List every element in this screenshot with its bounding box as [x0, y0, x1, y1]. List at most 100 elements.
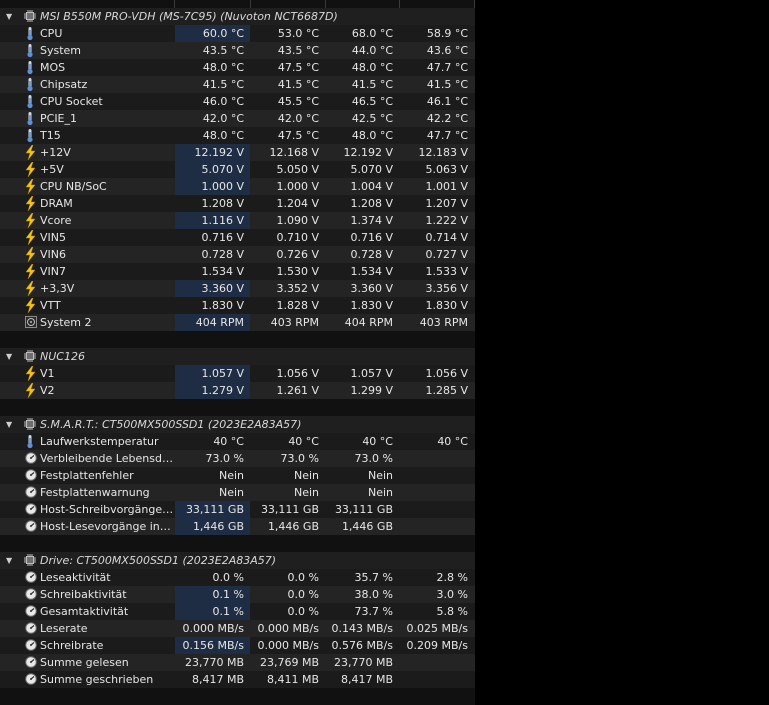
- maximum-value: 1.004 V: [350, 180, 393, 193]
- current-value: 48.0 °C: [202, 129, 244, 142]
- sensor-row[interactable]: +5V 5.070 V 5.050 V 5.070 V 5.063 V: [0, 161, 475, 178]
- gauge-icon: [25, 620, 39, 639]
- sensor-group-header[interactable]: ▼ S.M.A.R.T.: CT500MX500SSD1 (2023E2A83A5…: [0, 416, 475, 433]
- average-value: [400, 467, 474, 484]
- sensor-label: V2: [40, 384, 55, 397]
- maximum-value: 1.534 V: [350, 265, 393, 278]
- maximum-value: 404 RPM: [344, 316, 393, 329]
- sensor-row[interactable]: Host-Lesevorgänge insgesamt1,446 GB1,446…: [0, 518, 475, 535]
- collapse-arrow-icon[interactable]: ▼: [6, 420, 13, 429]
- sensor-row[interactable]: V1 1.057 V 1.056 V 1.057 V 1.056 V: [0, 365, 475, 382]
- sensor-row[interactable]: Summe gelesen 23,770 MB 23,769 MB 23,770 MB: [0, 654, 475, 671]
- sensor-row[interactable]: VIN6 0.728 V 0.726 V 0.728 V 0.727 V: [0, 246, 475, 263]
- average-value: 5.8 %: [436, 605, 468, 618]
- collapse-arrow-icon[interactable]: ▼: [6, 12, 13, 21]
- sensor-row[interactable]: Host-Schreibvorgänge insgesamt33,111 GB3…: [0, 501, 475, 518]
- sensor-row[interactable]: System 43.5 °C 43.5 °C 44.0 °C 43.6 °C: [0, 42, 475, 59]
- sensor-row[interactable]: T15 48.0 °C 47.5 °C 48.0 °C 47.7 °C: [0, 127, 475, 144]
- thermometer-icon: [25, 59, 39, 77]
- current-value: Nein: [218, 486, 244, 499]
- maximum-value: 3.360 V: [350, 282, 393, 295]
- minimum-value: 0.000 MB/s: [257, 622, 319, 635]
- current-value: 1.208 V: [201, 197, 244, 210]
- sensor-row[interactable]: MOS 48.0 °C 47.5 °C 48.0 °C 47.7 °C: [0, 59, 475, 76]
- maximum-value: 1.057 V: [350, 367, 393, 380]
- average-value: 2.8 %: [436, 571, 468, 584]
- current-value: 1.830 V: [201, 299, 244, 312]
- current-value: 46.0 °C: [202, 95, 244, 108]
- sensor-group-header[interactable]: ▼ NUC126: [0, 348, 475, 365]
- maximum-value: 1.208 V: [350, 197, 393, 210]
- sensor-row[interactable]: CPU Socket 46.0 °C 45.5 °C 46.5 °C 46.1 °C: [0, 93, 475, 110]
- maximum-value: 23,770 MB: [333, 656, 393, 669]
- current-value: 48.0 °C: [202, 61, 244, 74]
- minimum-value: 47.5 °C: [277, 129, 319, 142]
- sensor-row[interactable]: Festplattenwarnung Nein Nein Nein: [0, 484, 475, 501]
- sensor-group-header[interactable]: ▼ Drive: CT500MX500SSD1 (2023E2A83A57): [0, 552, 475, 569]
- current-value: 1.534 V: [201, 265, 244, 278]
- sensor-row[interactable]: +12V 12.192 V 12.168 V 12.192 V 12.183 V: [0, 144, 475, 161]
- sensor-table: ▼ MSI B550M PRO-VDH (MS-7C95) (Nuvoton NC…: [0, 0, 475, 705]
- average-value: 1.207 V: [425, 197, 468, 210]
- minimum-value: 1.204 V: [276, 197, 319, 210]
- sensor-row[interactable]: Vcore 1.116 V 1.090 V 1.374 V 1.222 V: [0, 212, 475, 229]
- current-value: 41.5 °C: [202, 78, 244, 91]
- current-value: 23,770 MB: [184, 656, 244, 669]
- sensor-label: Verbleibende Lebensdauer: [40, 452, 174, 465]
- minimum-value: 0.0 %: [287, 571, 319, 584]
- group-spacer: [0, 688, 475, 705]
- maximum-value: 48.0 °C: [351, 129, 393, 142]
- sensor-group-title: Drive: CT500MX500SSD1 (2023E2A83A57): [40, 554, 277, 567]
- current-value: 43.5 °C: [202, 44, 244, 57]
- sensor-row[interactable]: CPU 60.0 °C 53.0 °C 68.0 °C 58.9 °C: [0, 25, 475, 42]
- maximum-value: Nein: [367, 486, 393, 499]
- sensor-row[interactable]: Leseaktivität 0.0 % 0.0 % 35.7 % 2.8 %: [0, 569, 475, 586]
- sensor-row[interactable]: PCIE_1 42.0 °C 42.0 °C 42.5 °C 42.2 °C: [0, 110, 475, 127]
- maximum-value: 0.576 MB/s: [331, 639, 393, 652]
- minimum-value: 5.050 V: [276, 163, 319, 176]
- sensor-row[interactable]: Verbleibende Lebensdauer 73.0 % 73.0 % 73.0…: [0, 450, 475, 467]
- sensor-row[interactable]: Chipsatz 41.5 °C 41.5 °C 41.5 °C 41.5 °C: [0, 76, 475, 93]
- sensor-label: VTT: [40, 299, 61, 312]
- sensor-row[interactable]: Leserate 0.000 MB/s 0.000 MB/s 0.143 MB/s 0.…: [0, 620, 475, 637]
- sensor-group-header[interactable]: ▼ MSI B550M PRO-VDH (MS-7C95) (Nuvoton NC…: [0, 8, 475, 25]
- thermometer-icon: [25, 93, 39, 111]
- sensor-row[interactable]: Summe geschrieben 8,417 MB 8,411 MB 8,417 M…: [0, 671, 475, 688]
- collapse-arrow-icon[interactable]: ▼: [6, 556, 13, 565]
- current-value: 60.0 °C: [175, 25, 250, 42]
- average-value: 0.025 MB/s: [406, 622, 468, 635]
- sensor-row[interactable]: VTT 1.830 V 1.828 V 1.830 V 1.830 V: [0, 297, 475, 314]
- minimum-value: 0.000 MB/s: [257, 639, 319, 652]
- sensor-row[interactable]: System 2 404 RPM 403 RPM 404 RPM 403 RPM: [0, 314, 475, 331]
- sensor-label: Host-Lesevorgänge insgesamt: [40, 520, 174, 533]
- sensor-row[interactable]: VIN5 0.716 V 0.710 V 0.716 V 0.714 V: [0, 229, 475, 246]
- current-value: 404 RPM: [175, 314, 250, 331]
- current-value: 5.070 V: [175, 161, 250, 178]
- sensor-row[interactable]: CPU NB/SoC 1.000 V 1.000 V 1.004 V 1.001 V: [0, 178, 475, 195]
- average-value: 58.9 °C: [426, 27, 468, 40]
- maximum-value: 1.830 V: [350, 299, 393, 312]
- fan-icon: [25, 314, 39, 333]
- maximum-value: 44.0 °C: [351, 44, 393, 57]
- minimum-value: 41.5 °C: [277, 78, 319, 91]
- sensor-row[interactable]: +3,3V 3.360 V 3.352 V 3.360 V 3.356 V: [0, 280, 475, 297]
- sensor-row[interactable]: Gesamtaktivität 0.1 % 0.0 % 73.7 % 5.8 %: [0, 603, 475, 620]
- sensor-row[interactable]: DRAM 1.208 V 1.204 V 1.208 V 1.207 V: [0, 195, 475, 212]
- sensor-row[interactable]: Schreibrate 0.156 MB/s 0.000 MB/s 0.576 MB/…: [0, 637, 475, 654]
- current-value: 8,417 MB: [191, 673, 244, 686]
- sensor-label: Schreibaktivität: [40, 588, 127, 601]
- sensor-row[interactable]: VIN7 1.534 V 1.530 V 1.534 V 1.533 V: [0, 263, 475, 280]
- maximum-value: 38.0 %: [354, 588, 393, 601]
- maximum-value: 73.7 %: [354, 605, 393, 618]
- collapse-arrow-icon[interactable]: ▼: [6, 352, 13, 361]
- minimum-value: 0.0 %: [287, 588, 319, 601]
- sensor-row[interactable]: V2 1.279 V 1.261 V 1.299 V 1.285 V: [0, 382, 475, 399]
- sensor-row[interactable]: Laufwerkstemperatur 40 °C 40 °C 40 °C 40 °C: [0, 433, 475, 450]
- sensor-row[interactable]: Festplattenfehler Nein Nein Nein: [0, 467, 475, 484]
- minimum-value: 12.168 V: [269, 146, 319, 159]
- sensor-row[interactable]: Schreibaktivität 0.1 % 0.0 % 38.0 % 3.0 %: [0, 586, 475, 603]
- current-value: 1.000 V: [175, 178, 250, 195]
- sensor-group-title: S.M.A.R.T.: CT500MX500SSD1 (2023E2A83A57…: [40, 418, 302, 431]
- maximum-value: 0.728 V: [350, 248, 393, 261]
- average-value: [400, 518, 474, 535]
